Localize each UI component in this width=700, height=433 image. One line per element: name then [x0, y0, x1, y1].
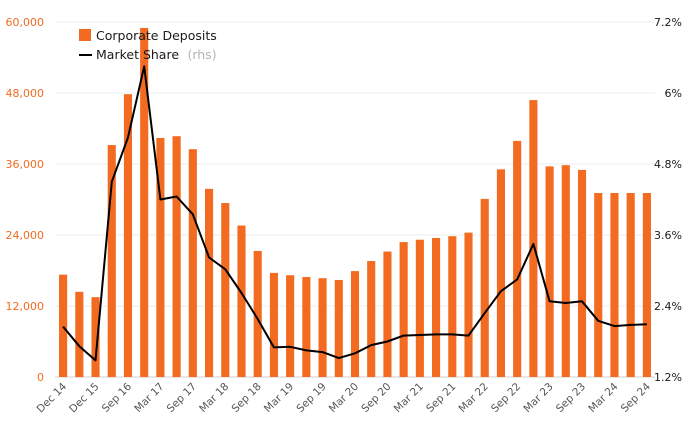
bar [350, 271, 360, 377]
bar [577, 169, 587, 377]
bar [302, 277, 311, 377]
bar [172, 136, 181, 377]
x-axis-tick-label: Sep 16 [100, 380, 135, 415]
x-axis-tick-label: Mar 20 [327, 381, 361, 415]
bar [399, 242, 408, 377]
bar [513, 140, 522, 377]
x-axis-tick-label: Sep 21 [424, 381, 458, 415]
bar [529, 100, 538, 377]
bar [334, 279, 343, 377]
bar [610, 192, 619, 377]
left-axis: 0 12,000 24,000 36,000 48,000 60,000 [6, 16, 45, 384]
left-axis-tick-label: 60,000 [6, 16, 45, 29]
x-axis-tick-label: Mar 24 [586, 380, 621, 415]
bar [464, 232, 473, 377]
line-series-market-share [62, 65, 647, 362]
bar [156, 137, 165, 377]
left-axis-tick-label: 0 [37, 371, 44, 384]
bar [561, 165, 570, 377]
x-axis-tick-label: Sep 20 [359, 381, 393, 415]
bar [496, 169, 505, 377]
bar [448, 236, 457, 377]
bar [75, 291, 84, 377]
legend-label-market-share-text: Market Share [96, 47, 179, 62]
right-axis-tick-label: 1.2% [654, 371, 682, 384]
x-axis-tick-label: Sep 17 [165, 381, 199, 415]
bar [367, 261, 376, 377]
legend-swatch-corporate-deposits [79, 29, 91, 41]
legend: Corporate Deposits Market Share (rhs) [79, 28, 217, 63]
bar [269, 272, 278, 377]
bar [188, 149, 197, 377]
x-axis-tick-label: Sep 23 [554, 381, 588, 415]
bar [205, 188, 214, 377]
right-axis-tick-label: 2.4% [654, 300, 682, 313]
bar [59, 274, 68, 377]
right-axis: 1.2% 2.4% 3.6% 4.8% 6% 7.2% [654, 16, 682, 384]
bar [140, 27, 149, 378]
bar [383, 251, 392, 377]
bar [432, 237, 441, 377]
bar [221, 203, 230, 377]
x-axis-tick-label: Mar 17 [132, 381, 166, 415]
bar [642, 192, 651, 377]
bar [415, 239, 424, 377]
bar [594, 192, 603, 377]
bar [107, 145, 116, 377]
bar [480, 198, 489, 377]
x-axis-tick-label: Dec 14 [35, 380, 70, 415]
bar-series-corporate-deposits [59, 27, 651, 378]
left-axis-tick-label: 48,000 [6, 87, 45, 100]
x-axis-tick-label: Sep 19 [294, 381, 328, 415]
left-axis-tick-label: 36,000 [6, 158, 45, 171]
bar [286, 275, 295, 377]
x-axis-tick-label: Mar 19 [262, 381, 296, 415]
x-axis-tick-label: Sep 24 [619, 380, 654, 415]
bar [237, 225, 246, 377]
x-axis-tick-label: Dec 15 [67, 381, 102, 416]
left-axis-tick-label: 12,000 [6, 300, 45, 313]
gridlines [55, 21, 655, 378]
right-axis-tick-label: 6% [665, 87, 682, 100]
x-axis-tick-label: Sep 18 [230, 381, 264, 415]
x-axis-tick-label: Sep 22 [489, 381, 523, 415]
x-axis-tick-label: Mar 22 [457, 381, 491, 415]
bar [545, 166, 554, 377]
right-axis-tick-label: 4.8% [654, 158, 682, 171]
legend-label-market-share-note: (rhs) [187, 47, 216, 62]
right-axis-tick-label: 3.6% [654, 229, 682, 242]
bar [91, 297, 100, 377]
x-axis-tick-label: Mar 21 [392, 381, 426, 415]
bar [253, 250, 262, 377]
x-axis-tick-label: Mar 18 [197, 381, 231, 415]
left-axis-tick-label: 24,000 [6, 229, 45, 242]
bar [626, 192, 635, 377]
legend-label-corporate-deposits: Corporate Deposits [96, 28, 217, 43]
market-share-line [62, 65, 647, 362]
right-axis-tick-label: 7.2% [654, 16, 682, 29]
x-axis-tick-label: Mar 23 [521, 381, 555, 415]
legend-label-market-share: Market Share (rhs) [96, 46, 217, 63]
bar [123, 94, 133, 377]
bar [318, 278, 327, 377]
